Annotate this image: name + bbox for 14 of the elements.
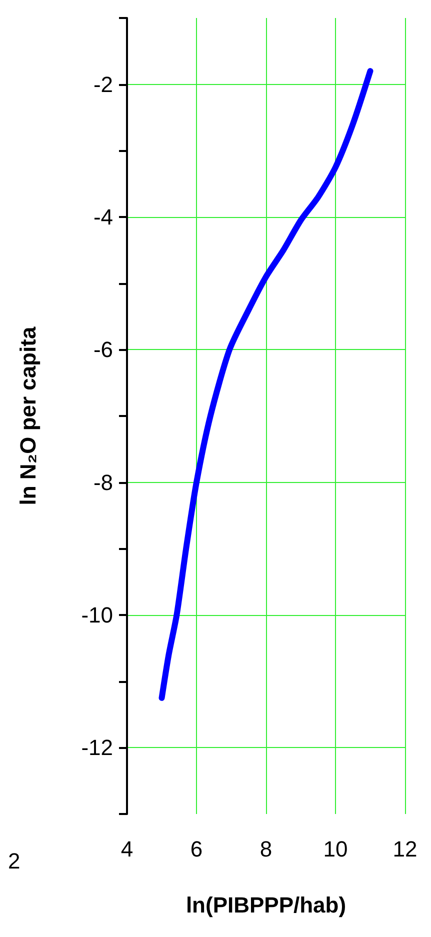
x-tick-label: 4 (120, 836, 134, 862)
x-tick-label: 12 (392, 836, 418, 862)
x-tick-label: 6 (190, 836, 203, 862)
y-tick-label: -12 (81, 735, 113, 760)
y-axis-title: ln N₂O per capita (16, 326, 40, 506)
y-tick-label: -8 (93, 470, 113, 495)
y-tick-label: -10 (81, 602, 113, 628)
text: 2 (8, 848, 20, 874)
x-axis-title: ln(PIBPPP/hab) (186, 892, 346, 918)
y-tick-label: -6 (93, 337, 113, 362)
y-tick-label: -4 (93, 204, 113, 230)
x-tick-label: 8 (260, 836, 272, 862)
y-tick-label: -2 (93, 72, 113, 97)
x-tick-label: 10 (323, 836, 348, 862)
